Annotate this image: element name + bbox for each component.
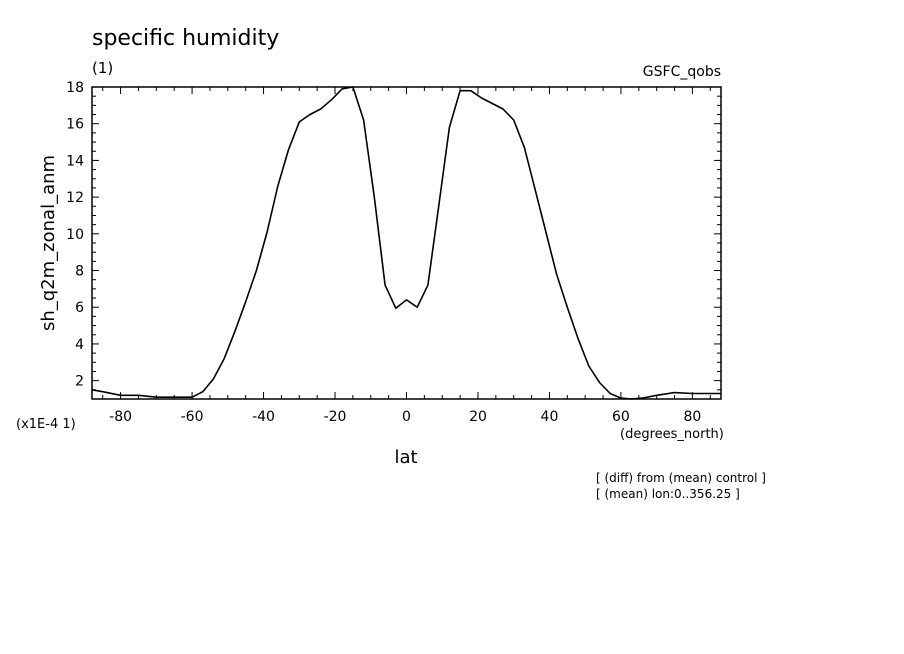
y-tick-label: 6 xyxy=(75,300,84,316)
y-tick-label: 8 xyxy=(75,264,84,280)
y-tick-labels: 2 4 6 8 10 12 14 16 18 xyxy=(66,80,84,390)
annotation-mean-lon: [ (mean) lon:0..356.25 ] xyxy=(596,487,740,501)
y-scale-note: (x1E-4 1) xyxy=(16,417,76,432)
y-tick-label: 12 xyxy=(66,190,84,206)
y-ticks xyxy=(92,95,721,391)
y-tick-label: 2 xyxy=(75,374,84,390)
x-tick-label: -40 xyxy=(252,409,275,425)
x-tick-label: -20 xyxy=(324,409,347,425)
x-axis-label: lat xyxy=(394,447,417,468)
x-tick-label: -80 xyxy=(109,409,132,425)
x-ticks xyxy=(102,87,711,399)
y-axis-label: sh_q2m_zonal_anm xyxy=(38,155,59,331)
y-tick-label: 16 xyxy=(66,117,84,133)
x-tick-label: 60 xyxy=(612,409,630,425)
y-tick-label: 4 xyxy=(75,337,84,353)
chart-title: specific humidity xyxy=(92,26,279,51)
y-tick-label: 18 xyxy=(66,80,84,96)
series-line xyxy=(91,86,721,400)
y-tick-label: 14 xyxy=(66,153,84,169)
plot-frame xyxy=(91,86,722,400)
x-tick-label: 20 xyxy=(469,409,487,425)
x-tick-label: -60 xyxy=(181,409,204,425)
panel-label: (1) xyxy=(92,59,113,77)
x-tick-label: 0 xyxy=(402,409,411,425)
x-tick-labels: -80 -60 -40 -20 0 20 40 60 80 xyxy=(109,409,701,425)
x-tick-label: 80 xyxy=(683,409,701,425)
y-tick-label: 10 xyxy=(66,227,84,243)
x-units-label: (degrees_north) xyxy=(620,427,724,442)
annotation-diff: [ (diff) from (mean) control ] xyxy=(596,471,766,485)
x-tick-label: 40 xyxy=(541,409,559,425)
dataset-label: GSFC_qobs xyxy=(643,64,721,80)
